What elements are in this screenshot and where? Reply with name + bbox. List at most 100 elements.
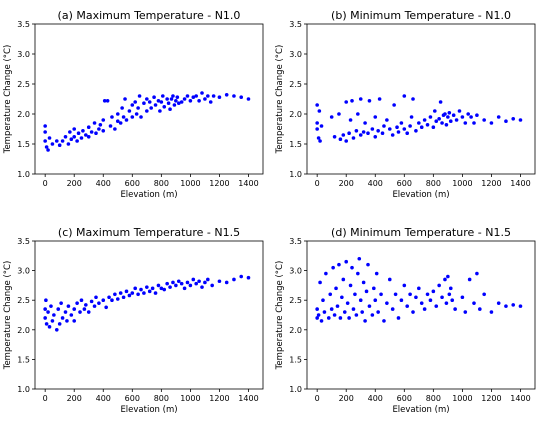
data-point xyxy=(139,287,143,292)
data-point xyxy=(188,283,193,288)
data-point xyxy=(166,101,171,105)
data-point xyxy=(179,281,184,286)
data-point xyxy=(65,319,69,323)
data-point xyxy=(329,115,334,119)
y-tick-label: 3.0 xyxy=(17,50,30,59)
data-point xyxy=(373,135,378,139)
data-point xyxy=(347,316,351,320)
data-point xyxy=(361,130,366,134)
data-point xyxy=(337,262,341,267)
data-point xyxy=(76,131,81,135)
data-point xyxy=(165,281,169,286)
data-point xyxy=(171,94,175,98)
data-point xyxy=(428,298,433,303)
data-point xyxy=(75,139,79,143)
data-point xyxy=(110,298,114,303)
data-point xyxy=(246,275,251,280)
y-tick-label: 3.0 xyxy=(17,267,30,276)
data-point xyxy=(354,313,359,317)
data-point xyxy=(358,133,363,137)
x-axis-label: Elevation (m) xyxy=(392,405,449,415)
data-point xyxy=(101,129,106,133)
data-point xyxy=(78,310,82,314)
data-point xyxy=(203,97,207,101)
data-point xyxy=(160,94,165,98)
data-point xyxy=(332,135,337,139)
data-point xyxy=(169,97,174,101)
data-point xyxy=(84,303,88,307)
x-axis-label: Elevation (m) xyxy=(392,190,449,200)
data-point xyxy=(63,135,68,139)
data-point xyxy=(443,277,447,282)
data-point xyxy=(444,123,449,127)
x-tick-label: 600 xyxy=(125,394,140,403)
y-axis-label: Temperature Change (°C) xyxy=(3,45,13,155)
data-point xyxy=(81,129,85,133)
data-point xyxy=(101,298,106,303)
data-point xyxy=(159,100,164,104)
data-point xyxy=(478,307,482,311)
data-point xyxy=(318,280,322,285)
data-point xyxy=(419,301,424,305)
data-point xyxy=(142,291,146,295)
data-point xyxy=(411,97,415,101)
y-tick-label: 3.5 xyxy=(17,20,30,29)
data-point xyxy=(463,121,468,125)
data-point xyxy=(47,136,52,140)
data-point xyxy=(69,313,74,317)
data-point xyxy=(358,298,363,303)
data-point xyxy=(49,304,53,308)
data-point xyxy=(108,124,113,128)
data-point xyxy=(46,148,50,152)
y-tick-label: 2.0 xyxy=(17,110,30,119)
data-point xyxy=(405,131,410,135)
data-point xyxy=(101,118,106,122)
data-point xyxy=(367,304,372,308)
x-tick-label: 200 xyxy=(339,179,354,188)
data-point xyxy=(89,299,94,304)
data-point xyxy=(142,101,146,105)
data-point xyxy=(60,316,65,320)
data-point xyxy=(395,125,399,129)
data-point xyxy=(380,131,385,135)
data-point xyxy=(188,99,193,103)
data-point xyxy=(118,121,123,125)
data-point xyxy=(92,304,97,308)
plot-frame xyxy=(306,23,536,175)
data-point xyxy=(43,307,47,311)
x-tick-label: 1400 xyxy=(238,179,258,188)
data-point xyxy=(422,118,427,122)
data-point xyxy=(354,129,359,133)
x-tick-label: 800 xyxy=(154,179,169,188)
data-point xyxy=(121,295,126,300)
data-point xyxy=(489,121,494,125)
data-point xyxy=(331,265,335,270)
x-tick-label: 400 xyxy=(368,394,383,403)
y-axis-label: Temperature Change (°C) xyxy=(275,261,285,371)
data-point xyxy=(145,97,149,101)
data-point xyxy=(239,95,244,99)
data-point xyxy=(44,298,48,303)
data-point xyxy=(185,280,190,285)
data-point xyxy=(224,280,229,285)
data-point xyxy=(217,95,222,99)
data-point xyxy=(363,319,367,323)
data-point xyxy=(136,106,140,110)
data-point xyxy=(57,143,62,147)
y-axis-label: Temperature Change (°C) xyxy=(275,45,285,155)
data-point xyxy=(482,292,486,297)
x-tick-label: 600 xyxy=(397,394,412,403)
plot-frame xyxy=(34,23,264,175)
data-point xyxy=(121,115,126,119)
data-point xyxy=(130,103,135,107)
data-point xyxy=(97,301,101,305)
data-point xyxy=(356,112,360,116)
data-point xyxy=(431,125,436,129)
data-point xyxy=(134,112,139,116)
data-point xyxy=(197,279,201,284)
data-point xyxy=(68,130,72,134)
x-tick-label: 1000 xyxy=(180,394,200,403)
data-point xyxy=(136,292,140,297)
data-point xyxy=(467,277,472,282)
data-point xyxy=(342,310,347,314)
